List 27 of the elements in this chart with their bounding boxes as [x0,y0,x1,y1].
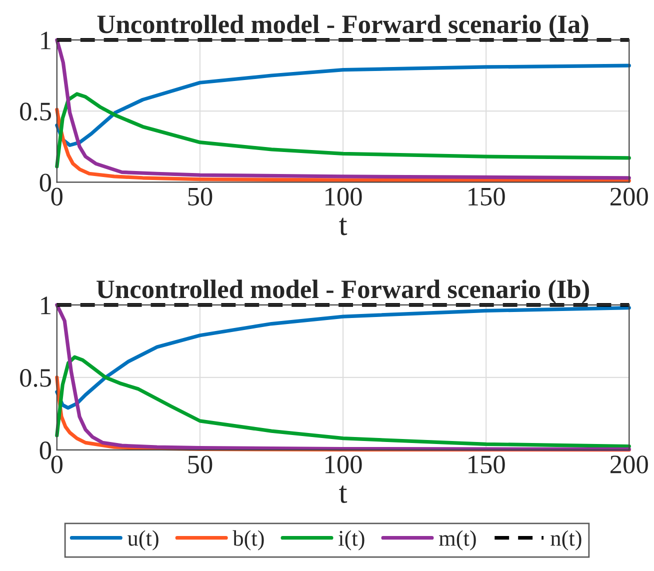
x-axis-title: t [339,486,348,504]
legend-label: i(t) [338,530,364,550]
y-tick-label: 1 [41,296,50,314]
line-series [55,64,631,147]
x-tick-label: 200 [610,188,648,206]
line-series [55,38,631,180]
x-tick-label: 50 [188,456,212,474]
line-series [55,92,631,168]
x-axis-title: t [339,218,348,236]
x-tick-label: 100 [326,456,362,474]
x-tick-label: 100 [326,188,362,206]
x-tick-label: 150 [468,456,505,474]
y-tick-label: 0.5 [20,369,52,387]
legend-label: b(t) [232,530,264,550]
y-tick-label: 1 [41,32,50,50]
y-tick-label: 0 [40,174,52,192]
x-tick-label: 200 [610,456,648,474]
x-tick-label: 150 [468,188,505,206]
chart-title: Uncontrolled model - Forward scenario (Ia) [97,14,588,39]
line-series [55,303,631,452]
legend-label: u(t) [128,530,158,550]
legend-label: m(t) [439,530,476,550]
y-tick-label: 0 [40,442,52,460]
legend-label: n(t) [550,530,582,550]
x-tick-label: 50 [188,188,212,206]
chart-title: Uncontrolled model - Forward scenario (Ib) [96,280,589,304]
y-tick-label: 0.5 [20,102,52,121]
